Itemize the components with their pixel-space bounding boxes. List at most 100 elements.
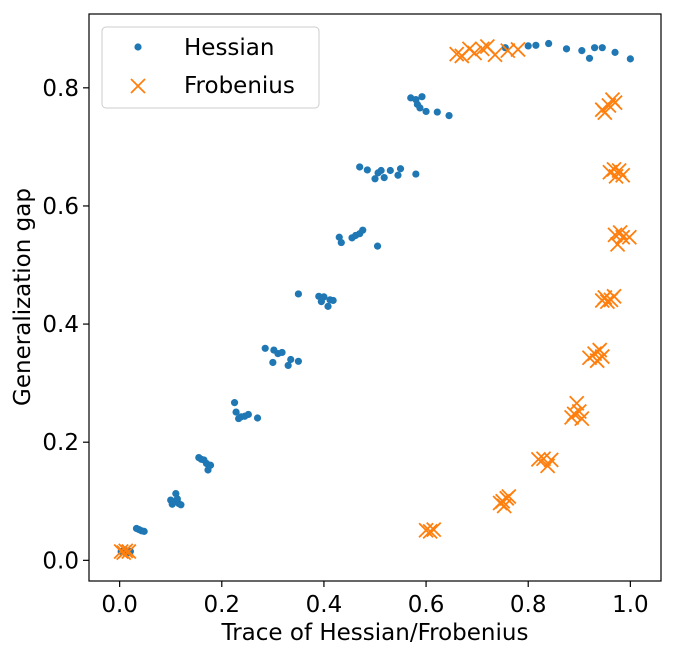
y-tick-label-2: 0.4 bbox=[42, 312, 79, 338]
frobenius-point-49 bbox=[466, 45, 483, 61]
hessian-point-56 bbox=[380, 174, 388, 182]
hessian-point-22 bbox=[230, 399, 239, 407]
hessian-point-75 bbox=[585, 54, 594, 62]
frobenius-point-24-stroke-b bbox=[592, 342, 608, 358]
legend-marker-frobenius-shape-stroke-b bbox=[130, 78, 146, 94]
hessian-point-51 bbox=[356, 163, 364, 171]
hessian-point-73 bbox=[562, 45, 571, 53]
frobenius-point-50 bbox=[474, 41, 490, 57]
frobenius-point-15 bbox=[543, 452, 559, 468]
hessian-point-27 bbox=[244, 410, 252, 419]
frobenius-point-51-stroke-b bbox=[479, 38, 495, 55]
frobenius-point-12-stroke-b bbox=[530, 451, 547, 467]
frobenius-point-12 bbox=[530, 451, 547, 467]
x-axis-label: Trace of Hessian/Frobenius bbox=[221, 620, 529, 646]
frobenius-point-54 bbox=[510, 41, 526, 58]
hessian-point-43 bbox=[329, 296, 337, 305]
hessian-point-28 bbox=[253, 414, 262, 422]
hessian-point-66 bbox=[422, 107, 430, 116]
frobenius-point-3 bbox=[121, 543, 137, 560]
x-tick-label-3: 0.6 bbox=[408, 592, 445, 618]
y-axis-label: Generalization gap bbox=[10, 188, 36, 406]
frobenius-point-52 bbox=[487, 47, 503, 63]
frobenius-point-5 bbox=[422, 523, 438, 540]
data-marks bbox=[113, 38, 637, 561]
frobenius-point-37-stroke-b bbox=[606, 161, 622, 177]
hessian-point-78 bbox=[611, 48, 619, 56]
frobenius-point-28 bbox=[599, 293, 616, 310]
hessian-point-70 bbox=[524, 42, 532, 50]
frobenius-point-11-stroke-b bbox=[501, 488, 517, 505]
legend-label-hessian: Hessian bbox=[184, 35, 274, 61]
frobenius-point-49-stroke-b bbox=[466, 45, 483, 61]
frobenius-point-3-stroke-b bbox=[121, 543, 137, 560]
frobenius-point-30 bbox=[606, 288, 622, 304]
frobenius-point-18 bbox=[569, 395, 585, 411]
frobenius-point-2 bbox=[118, 543, 134, 559]
frobenius-point-33 bbox=[612, 224, 628, 241]
hessian-point-74 bbox=[578, 47, 586, 55]
y-tick-label-3: 0.6 bbox=[42, 194, 79, 220]
hessian-point-50 bbox=[373, 242, 382, 250]
hessian-point-76 bbox=[591, 44, 599, 52]
hessian-point-35 bbox=[287, 355, 295, 364]
hessian-point-40 bbox=[320, 293, 328, 301]
frobenius-point-25-stroke-b bbox=[594, 348, 610, 365]
frobenius-point-35-stroke-b bbox=[621, 229, 637, 245]
frobenius-point-15-stroke-b bbox=[543, 452, 559, 468]
legend-marker-frobenius bbox=[130, 78, 146, 94]
y-tick-label-4: 0.8 bbox=[42, 76, 79, 102]
hessian-point-59 bbox=[396, 165, 405, 173]
hessian-point-68 bbox=[445, 111, 453, 120]
frobenius-point-6-stroke-b bbox=[426, 521, 442, 538]
frobenius-point-31-stroke-b bbox=[607, 227, 623, 243]
frobenius-point-13-stroke-b bbox=[535, 451, 552, 467]
hessian-point-29 bbox=[261, 344, 269, 352]
frobenius-point-0-stroke-b bbox=[113, 543, 129, 560]
y-tick-label-1: 0.2 bbox=[42, 430, 79, 456]
hessian-point-60 bbox=[412, 170, 420, 178]
frobenius-point-5-stroke-b bbox=[422, 523, 438, 540]
frobenius-point-20-stroke-b bbox=[574, 410, 590, 427]
frobenius-point-54-stroke-b bbox=[510, 41, 526, 58]
hessian-point-67 bbox=[433, 108, 441, 116]
frobenius-point-32 bbox=[609, 236, 626, 252]
x-tick-label-5: 1.0 bbox=[612, 592, 649, 618]
frobenius-point-34-stroke-b bbox=[615, 229, 631, 245]
x-tick-label-1: 0.2 bbox=[203, 592, 240, 618]
hessian-point-57 bbox=[386, 166, 394, 175]
hessian-point-37 bbox=[294, 290, 302, 298]
frobenius-point-17-stroke-b bbox=[566, 406, 582, 422]
frobenius-point-25 bbox=[594, 348, 610, 365]
frobenius-point-6 bbox=[426, 521, 442, 538]
hessian-point-15 bbox=[177, 501, 185, 509]
frobenius-point-0 bbox=[113, 543, 129, 560]
hessian-point-30 bbox=[269, 358, 277, 367]
frobenius-point-11 bbox=[501, 488, 517, 505]
legend-label-frobenius: Frobenius bbox=[184, 73, 295, 99]
hessian-point-58 bbox=[394, 171, 402, 179]
frobenius-point-45-stroke-b bbox=[607, 94, 623, 111]
legend-marker-frobenius-shape bbox=[130, 78, 146, 94]
hessian-point-71 bbox=[532, 41, 540, 49]
frobenius-point-40 bbox=[615, 167, 631, 183]
hessian-point-45 bbox=[337, 238, 345, 247]
frobenius-point-45 bbox=[607, 94, 623, 111]
hessian-point-55 bbox=[377, 166, 385, 175]
x-tick-label-2: 0.4 bbox=[306, 592, 343, 618]
x-tick-label-4: 0.8 bbox=[510, 592, 547, 618]
hessian-point-33 bbox=[278, 348, 286, 357]
frobenius-point-53-stroke-b bbox=[500, 42, 516, 59]
legend-frame bbox=[101, 26, 320, 109]
legend: Hessian Frobenius bbox=[101, 26, 320, 109]
frobenius-point-2-stroke-b bbox=[118, 543, 134, 559]
hessian-point-49 bbox=[359, 226, 367, 234]
hessian-point-72 bbox=[545, 39, 553, 48]
hessian-point-34 bbox=[284, 361, 292, 370]
frobenius-point-20 bbox=[574, 410, 590, 427]
frobenius-point-50-stroke-b bbox=[474, 41, 490, 57]
hessian-point-65 bbox=[418, 93, 426, 101]
frobenius-point-19-stroke-b bbox=[571, 403, 587, 420]
frobenius-point-30-stroke-b bbox=[606, 288, 622, 304]
